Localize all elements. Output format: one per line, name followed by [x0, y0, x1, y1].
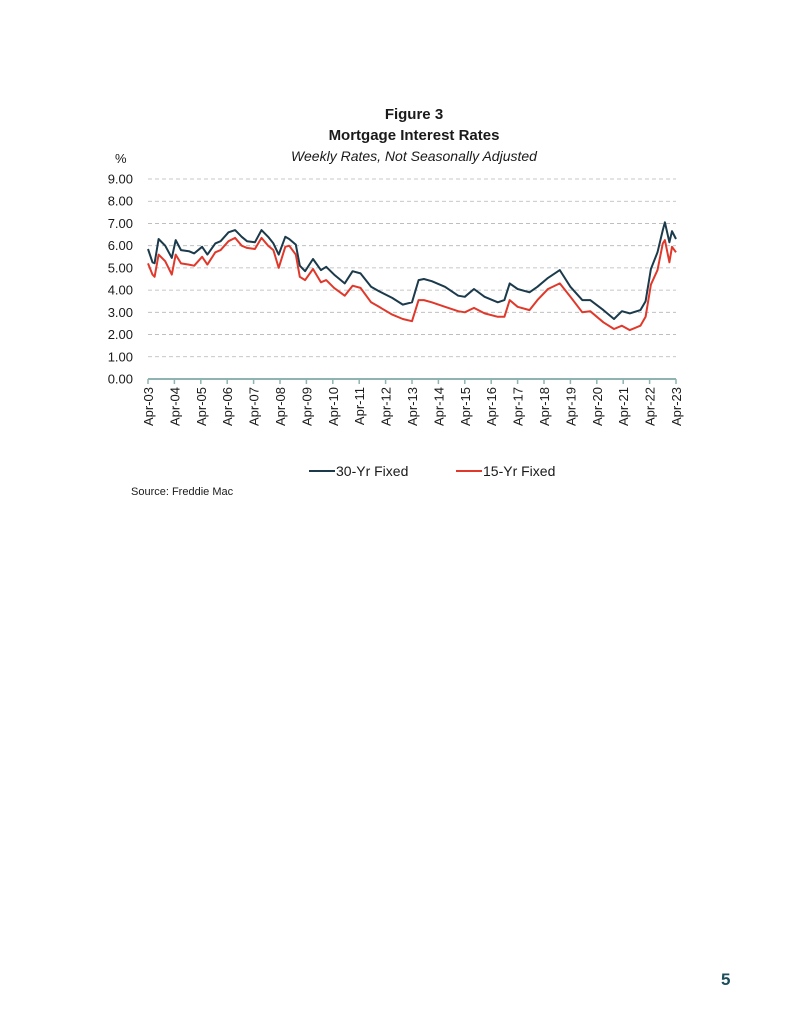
x-tick-label: Apr-21	[616, 387, 631, 426]
y-tick-label: 8.00	[108, 194, 133, 209]
x-tick-label: Apr-16	[484, 387, 499, 426]
x-tick-label: Apr-11	[352, 387, 367, 425]
x-tick-label: Apr-20	[590, 387, 605, 426]
chart-title: Mortgage Interest Rates	[328, 127, 500, 144]
legend-item-15yr: 15-Yr Fixed	[456, 463, 555, 479]
chart-legend: 30-Yr Fixed 15-Yr Fixed	[0, 463, 791, 483]
legend-label-30yr: 30-Yr Fixed	[336, 463, 409, 479]
chart-subtitle: Weekly Rates, Not Seasonally Adjusted	[291, 148, 537, 164]
legend-swatch-30yr	[309, 470, 335, 472]
page-number: 5	[721, 970, 731, 989]
y-tick-label: 4.00	[108, 283, 133, 298]
series-line-15yr	[147, 236, 677, 332]
x-tick-label: Apr-03	[141, 387, 156, 426]
x-tick-label: Apr-19	[563, 387, 578, 426]
mortgage-rates-figure: Figure 3 Mortgage Interest Rates Weekly …	[0, 106, 791, 498]
x-tick-label: Apr-15	[458, 387, 473, 426]
chart-plot-area: 0.00 1.00 2.00 3.00 4.00 5.00 6.00 7.00 8.00 9.00…	[108, 172, 684, 427]
y-tick-label: 6.00	[108, 238, 133, 253]
y-tick-label: 0.00	[108, 372, 133, 387]
source-note: Source: Freddie Mac	[131, 486, 234, 498]
series-line-30yr	[147, 221, 677, 320]
x-tick-label: Apr-06	[220, 387, 235, 426]
legend-swatch-15yr	[456, 470, 482, 472]
y-tick-label: 5.00	[108, 260, 133, 275]
legend-item-30yr: 30-Yr Fixed	[309, 463, 408, 479]
x-tick-label: Apr-08	[273, 387, 288, 426]
x-tick-label: Apr-09	[299, 387, 314, 426]
x-tick-label: Apr-14	[431, 387, 446, 426]
x-tick-label: Apr-04	[167, 387, 182, 426]
y-tick-label: 3.00	[108, 305, 133, 320]
x-tick-label: Apr-23	[669, 387, 684, 426]
x-tick-label: Apr-12	[379, 387, 394, 426]
legend-label-15yr: 15-Yr Fixed	[483, 463, 556, 479]
x-tick-label: Apr-05	[194, 387, 209, 426]
y-tick-label: 2.00	[108, 327, 133, 342]
x-tick-label: Apr-10	[326, 387, 341, 426]
x-tick-label: Apr-07	[247, 387, 262, 426]
figure-label: Figure 3	[384, 106, 444, 123]
y-tick-label: 1.00	[108, 349, 133, 364]
x-tick-label: Apr-22	[643, 387, 658, 426]
y-axis-unit-label: %	[115, 151, 127, 166]
y-tick-label: 7.00	[108, 216, 133, 231]
x-tick-label: Apr-18	[537, 387, 552, 426]
x-tick-label: Apr-17	[511, 387, 526, 426]
y-tick-label: 9.00	[108, 172, 133, 187]
x-tick-label: Apr-13	[405, 387, 420, 426]
